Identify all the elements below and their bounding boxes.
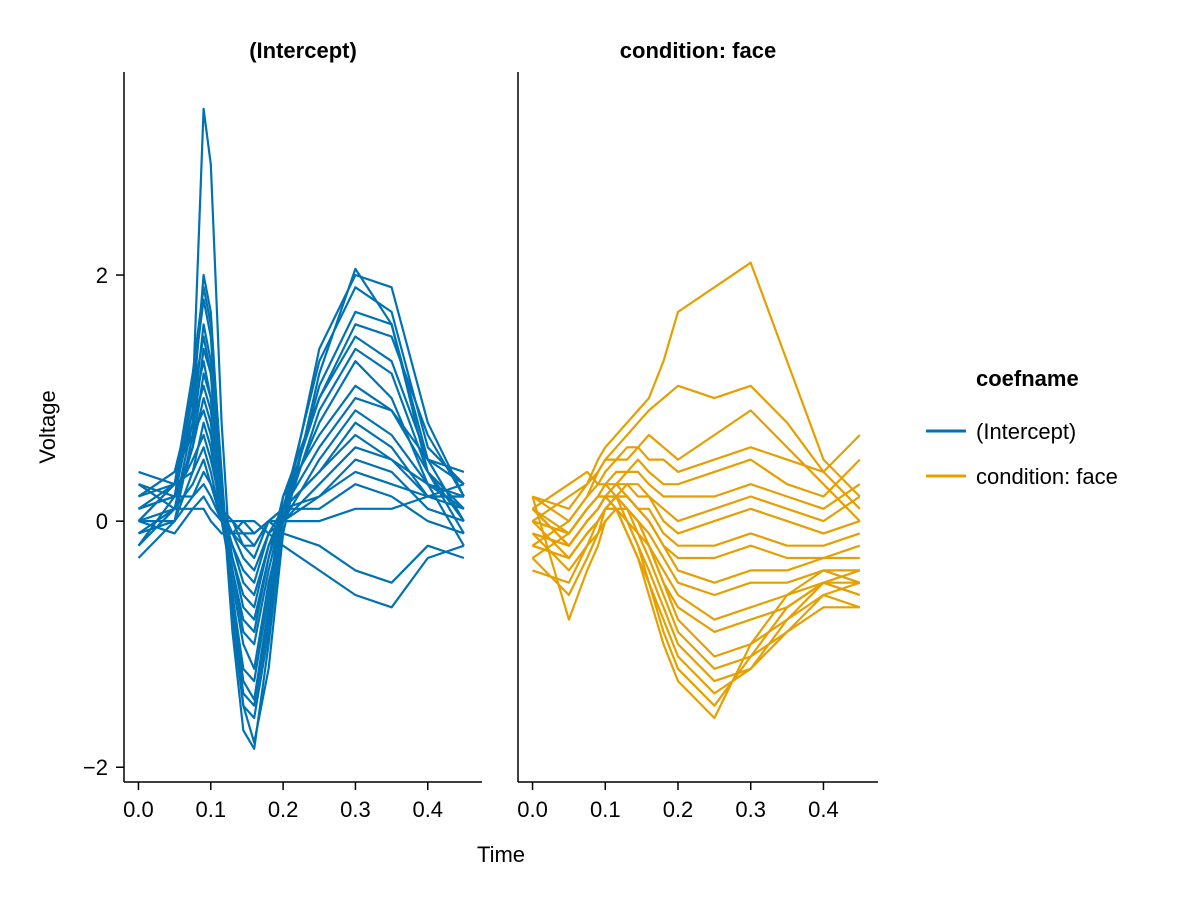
x-ticks-condition-face: 0.0 0.1 0.2 0.3 0.4 [517,782,839,822]
legend: coefname (Intercept) condition: face [926,366,1118,489]
y-axis-label: Voltage [35,390,60,463]
y-tick-label: 0 [96,509,108,534]
x-tick-label: 0.3 [340,797,371,822]
series-line-condition-face-21 [531,384,861,523]
series-line-condition-face-29 [531,483,861,560]
x-axis-label: Time [477,842,525,867]
series-line-condition-face-25 [531,470,861,523]
panel-title-condition-face: condition: face [620,38,776,63]
series-line-intercept-5 [137,335,465,683]
series-line-condition-face-30 [532,495,860,584]
legend-label-intercept: (Intercept) [976,419,1076,444]
series-line-condition-face-23 [531,434,861,510]
panel-intercept: (Intercept) 0.0 0.1 0.2 0.3 0.4 −2 0 2 [83,38,482,822]
legend-title: coefname [976,366,1079,391]
series-line-intercept-9 [138,384,465,621]
x-ticks-intercept: 0.0 0.1 0.2 0.3 0.4 [123,782,443,822]
series-line-condition-face-36 [532,507,861,683]
x-tick-label: 0.2 [268,797,299,822]
series-line-intercept-14 [137,446,465,560]
x-tick-label: 0.4 [808,797,839,822]
series-line-intercept-17 [138,483,464,535]
series-line-condition-face-39 [531,495,861,720]
series-line-intercept-18 [137,495,465,584]
series-line-condition-face-33 [531,496,861,634]
series-line-condition-face-22 [531,409,861,547]
series-line-intercept-0 [138,107,465,744]
panel-title-intercept: (Intercept) [249,38,357,63]
series-group-condition-face [531,261,861,720]
series-line-intercept-16 [138,470,465,547]
series-line-intercept-2 [137,286,465,720]
series-line-intercept-8 [137,372,465,634]
series-line-intercept-15 [137,458,465,547]
series-line-intercept-19 [138,507,465,609]
panel-condition-face: condition: face 0.0 0.1 0.2 0.3 0.4 [517,38,878,822]
series-line-intercept-6 [138,347,465,670]
x-tick-label: 0.0 [517,797,548,822]
y-tick-label: −2 [83,755,108,780]
series-group-intercept [137,107,465,750]
series-line-intercept-11 [137,409,464,597]
series-line-intercept-13 [138,433,465,572]
x-tick-label: 0.0 [123,797,154,822]
y-tick-label: 2 [96,263,108,288]
series-line-condition-face-20 [532,261,861,510]
x-tick-label: 0.1 [195,797,226,822]
series-line-condition-face-38 [532,495,861,707]
series-line-intercept-7 [137,360,465,646]
x-tick-label: 0.4 [412,797,443,822]
x-tick-label: 0.1 [590,797,621,822]
x-tick-label: 0.2 [663,797,694,822]
x-tick-label: 0.3 [735,797,766,822]
series-line-intercept-3 [138,298,465,707]
legend-label-condition-face: condition: face [976,464,1118,489]
y-ticks-intercept: −2 0 2 [83,263,124,780]
